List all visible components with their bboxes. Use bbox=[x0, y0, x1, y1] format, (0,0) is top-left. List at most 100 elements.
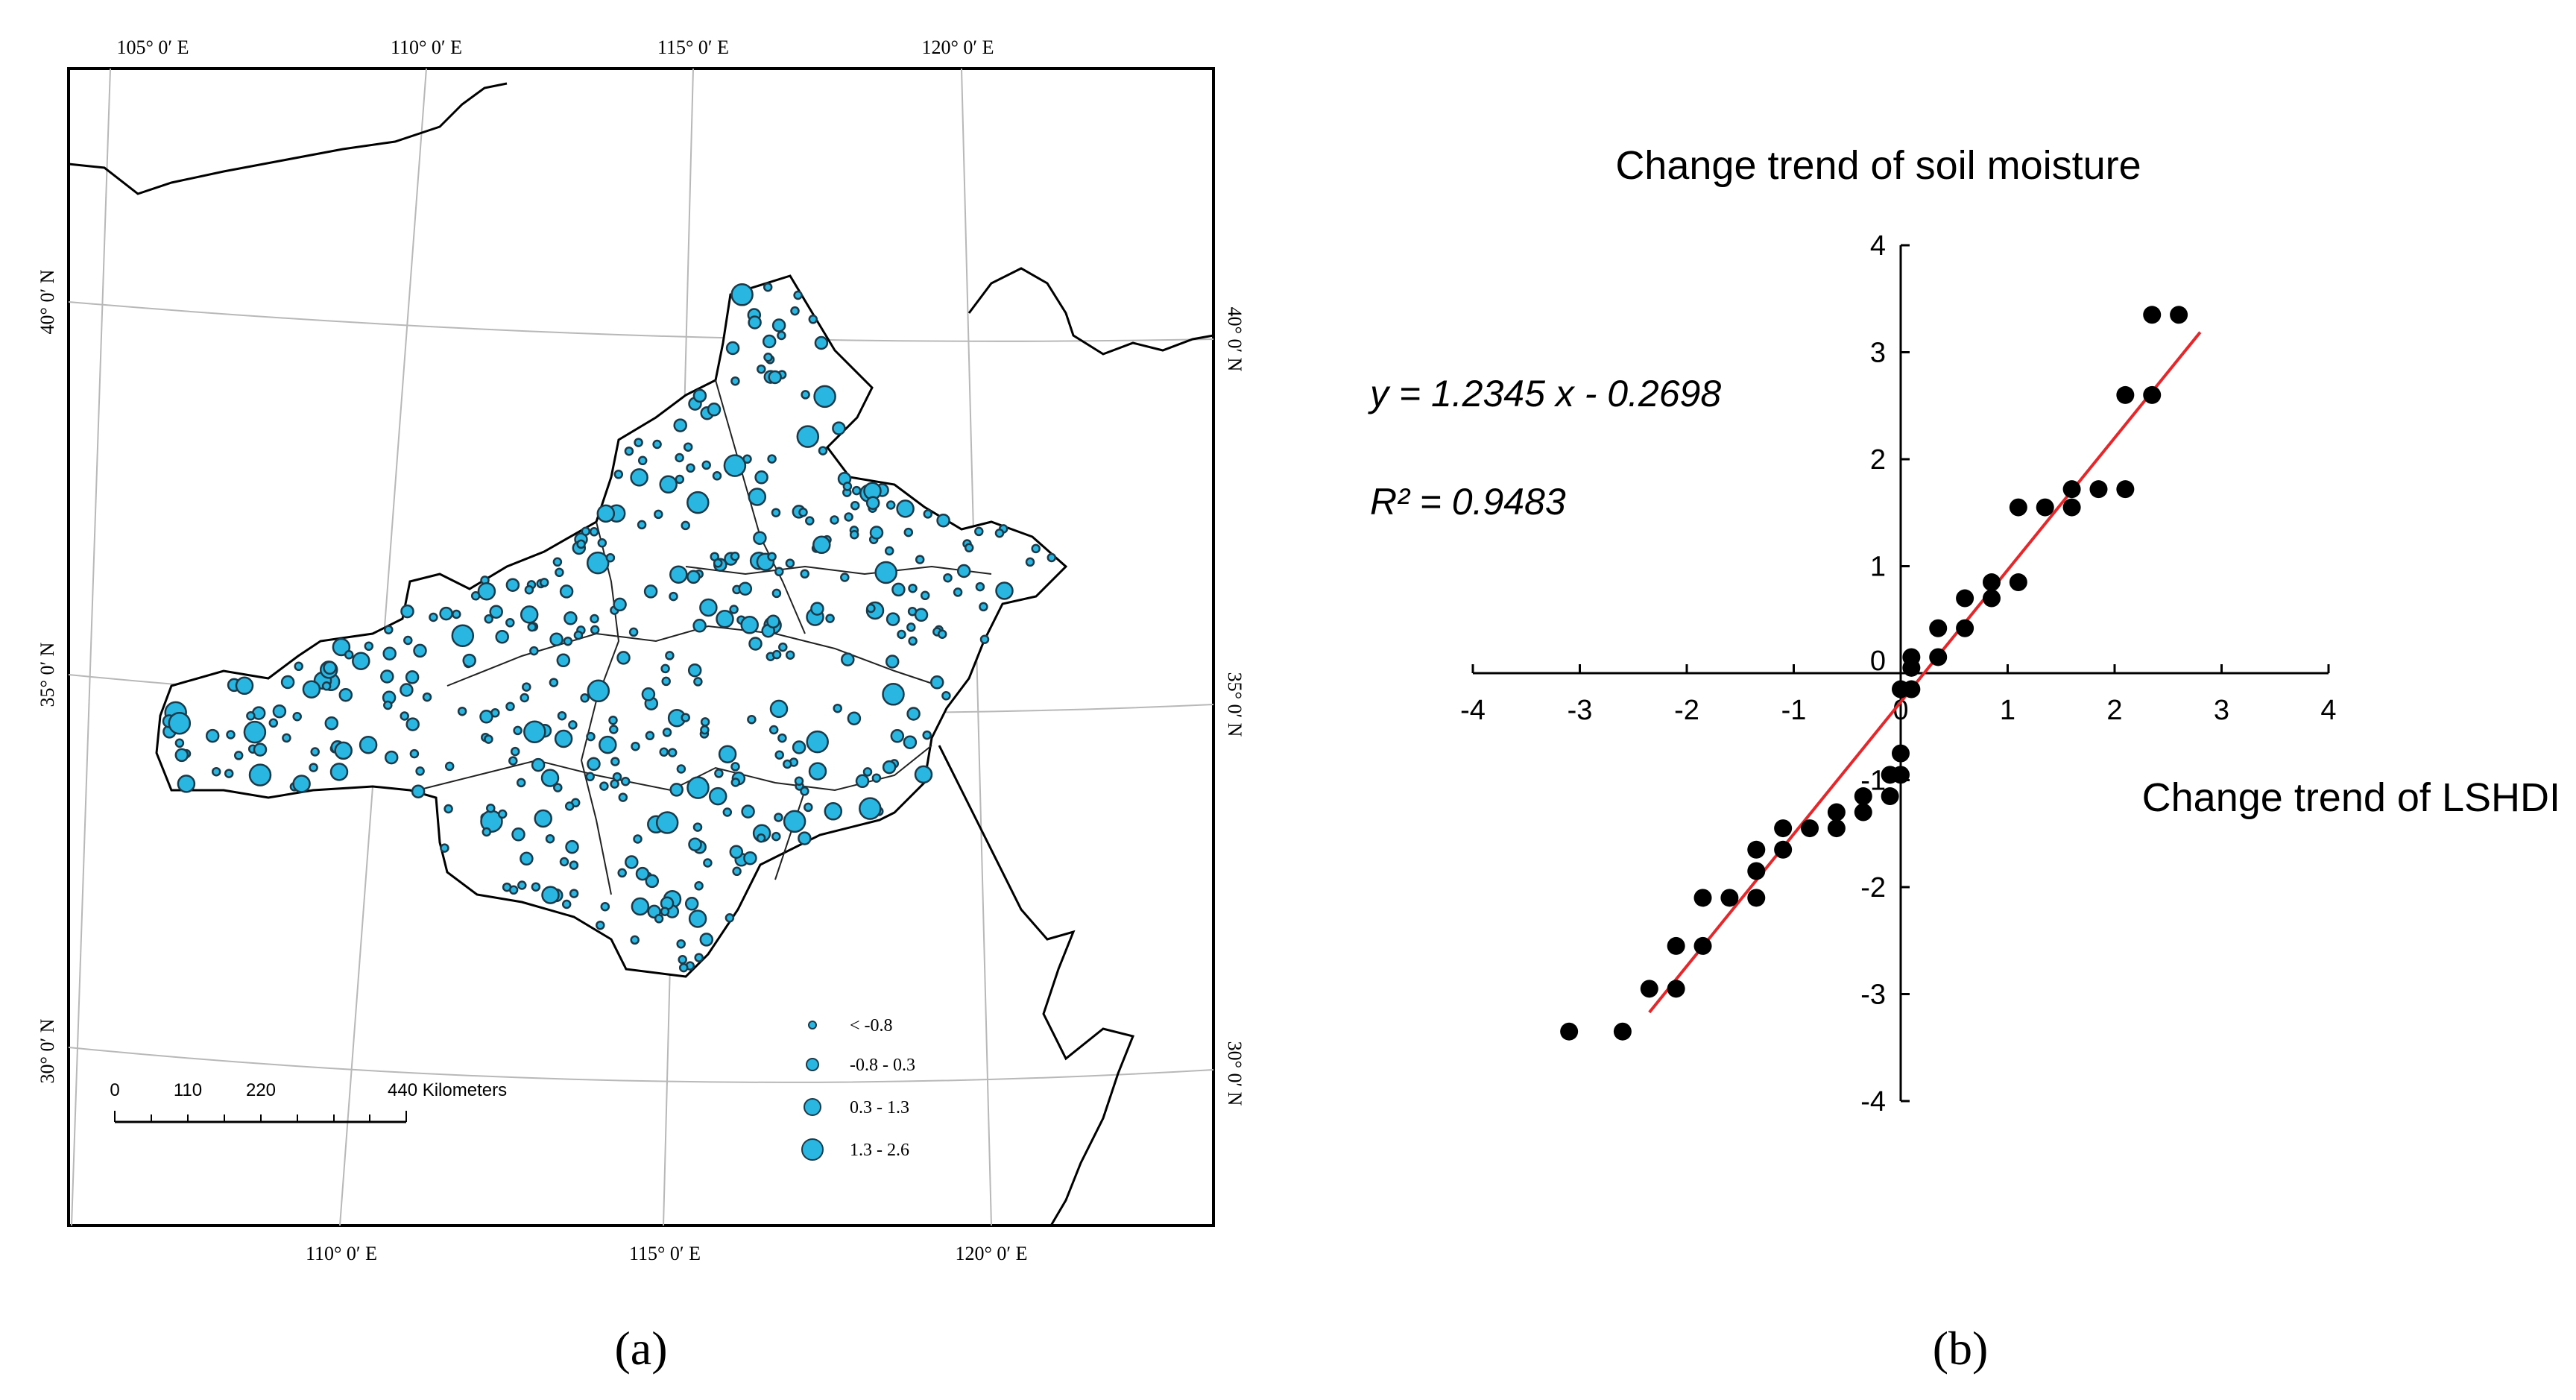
map-station-dot bbox=[754, 470, 768, 485]
map-station-dot bbox=[771, 318, 786, 332]
map-station-dot bbox=[631, 897, 650, 916]
regression-line bbox=[1648, 331, 2202, 1014]
scatter-point bbox=[1982, 573, 2001, 592]
map-bottom-lon-labels: 110° 0′ E 115° 0′ E 120° 0′ E bbox=[306, 1243, 1027, 1264]
legend-symbol bbox=[808, 1021, 817, 1029]
map-station-dot bbox=[520, 693, 529, 703]
map-station-dot bbox=[405, 717, 420, 731]
map-station-dot bbox=[774, 567, 784, 577]
map-station-dot bbox=[825, 614, 835, 623]
map-station-dot bbox=[700, 725, 710, 735]
map-station-dot bbox=[168, 711, 192, 735]
map-station-dot bbox=[748, 315, 762, 329]
y-tick-label: 1 bbox=[1870, 552, 1886, 583]
scatter-point bbox=[2009, 498, 2027, 517]
map-station-dot bbox=[832, 421, 846, 435]
scale-end-label: 440 Kilometers bbox=[388, 1080, 507, 1100]
map-station-dot bbox=[824, 802, 843, 821]
map-station-dot bbox=[637, 520, 647, 530]
map-station-dot bbox=[524, 584, 534, 595]
map-station-dot bbox=[974, 526, 984, 537]
map-station-dot bbox=[995, 581, 1014, 600]
map-station-dot bbox=[730, 762, 740, 772]
map-right-lat-labels: 40° 0′ N 35° 0′ N 30° 0′ N bbox=[1224, 307, 1246, 1106]
map-station-dot bbox=[555, 567, 564, 578]
map-station-dot bbox=[903, 527, 914, 537]
map-station-dot bbox=[573, 630, 584, 640]
map-station-dot bbox=[722, 807, 733, 817]
map-station-dot bbox=[882, 683, 905, 706]
map-station-dot bbox=[768, 370, 782, 385]
map-station-dot bbox=[738, 581, 753, 596]
map-station-dot bbox=[676, 939, 686, 949]
map-station-dot bbox=[762, 334, 777, 349]
map-station-dot bbox=[851, 485, 862, 496]
map-station-dot bbox=[440, 843, 449, 853]
map-station-dot bbox=[804, 802, 813, 813]
map-station-dot bbox=[561, 899, 572, 909]
map-station-dot bbox=[713, 558, 723, 568]
map-station-dot bbox=[552, 557, 563, 567]
map-coastline bbox=[938, 745, 1135, 1226]
map-station-dot bbox=[729, 605, 739, 614]
map-station-dot bbox=[669, 591, 678, 602]
map-station-dot bbox=[687, 663, 702, 678]
map-station-dot bbox=[655, 811, 679, 834]
r-squared-label: R² = 0.9483 bbox=[1370, 481, 1566, 523]
map-station-dot bbox=[517, 880, 527, 890]
map-station-dot bbox=[610, 757, 620, 766]
map-station-dot bbox=[842, 482, 853, 491]
x-tick-label: -3 bbox=[1568, 695, 1593, 726]
map-station-dot bbox=[849, 529, 859, 540]
map-station-dot bbox=[443, 804, 453, 814]
map-station-dot bbox=[422, 692, 432, 702]
map-station-dot bbox=[659, 475, 678, 494]
map-lon-label: 120° 0′ E bbox=[956, 1243, 1028, 1264]
map-station-dot bbox=[587, 757, 601, 772]
map-station-dot bbox=[906, 622, 916, 632]
map-station-dot bbox=[806, 730, 829, 754]
map-station-dot bbox=[617, 868, 627, 878]
map-station-dot bbox=[523, 720, 546, 743]
map-station-dot bbox=[741, 804, 755, 819]
map-station-dot bbox=[565, 839, 579, 854]
map-station-dot bbox=[329, 763, 349, 781]
map-station-dot bbox=[716, 610, 734, 628]
map-station-dot bbox=[693, 677, 703, 687]
scatter-point bbox=[1560, 1022, 1579, 1041]
map-station-dot bbox=[596, 920, 605, 930]
map-station-dot bbox=[600, 901, 610, 912]
map-station-dot bbox=[495, 629, 509, 644]
map-station-dot bbox=[692, 822, 703, 832]
map-station-dot bbox=[559, 857, 569, 867]
scatter-point bbox=[1613, 1022, 1632, 1041]
map-station-dot bbox=[587, 679, 610, 703]
legend-symbol bbox=[806, 1058, 819, 1071]
map-station-dot bbox=[613, 597, 627, 612]
map-station-dot bbox=[382, 646, 397, 660]
map-station-dot bbox=[866, 603, 876, 614]
chart-title: Change trend of soil moisture bbox=[1615, 143, 2141, 188]
map-station-dot bbox=[859, 797, 882, 820]
map-station-dot bbox=[309, 763, 318, 772]
scatter-point bbox=[1774, 819, 1793, 838]
map-station-dot bbox=[699, 933, 714, 947]
map-station-dot bbox=[563, 636, 573, 646]
map-station-dot bbox=[246, 711, 256, 721]
map-station-dot bbox=[486, 803, 496, 813]
map-station-dot bbox=[637, 455, 648, 466]
x-tick-label: -4 bbox=[1460, 695, 1486, 726]
map-station-dot bbox=[630, 935, 640, 945]
map-station-dot bbox=[790, 306, 800, 316]
map-station-dot bbox=[694, 881, 704, 891]
map-station-dot bbox=[768, 725, 779, 735]
map-station-dot bbox=[847, 711, 862, 725]
map-station-dot bbox=[411, 784, 426, 798]
map-station-dot bbox=[964, 543, 974, 553]
map-station-dot bbox=[633, 834, 643, 844]
map-station-dot bbox=[732, 866, 742, 877]
map-station-dot bbox=[777, 330, 786, 341]
map-station-dot bbox=[766, 614, 780, 628]
map-station-dot bbox=[659, 747, 669, 757]
scatter-point bbox=[1667, 936, 1685, 955]
